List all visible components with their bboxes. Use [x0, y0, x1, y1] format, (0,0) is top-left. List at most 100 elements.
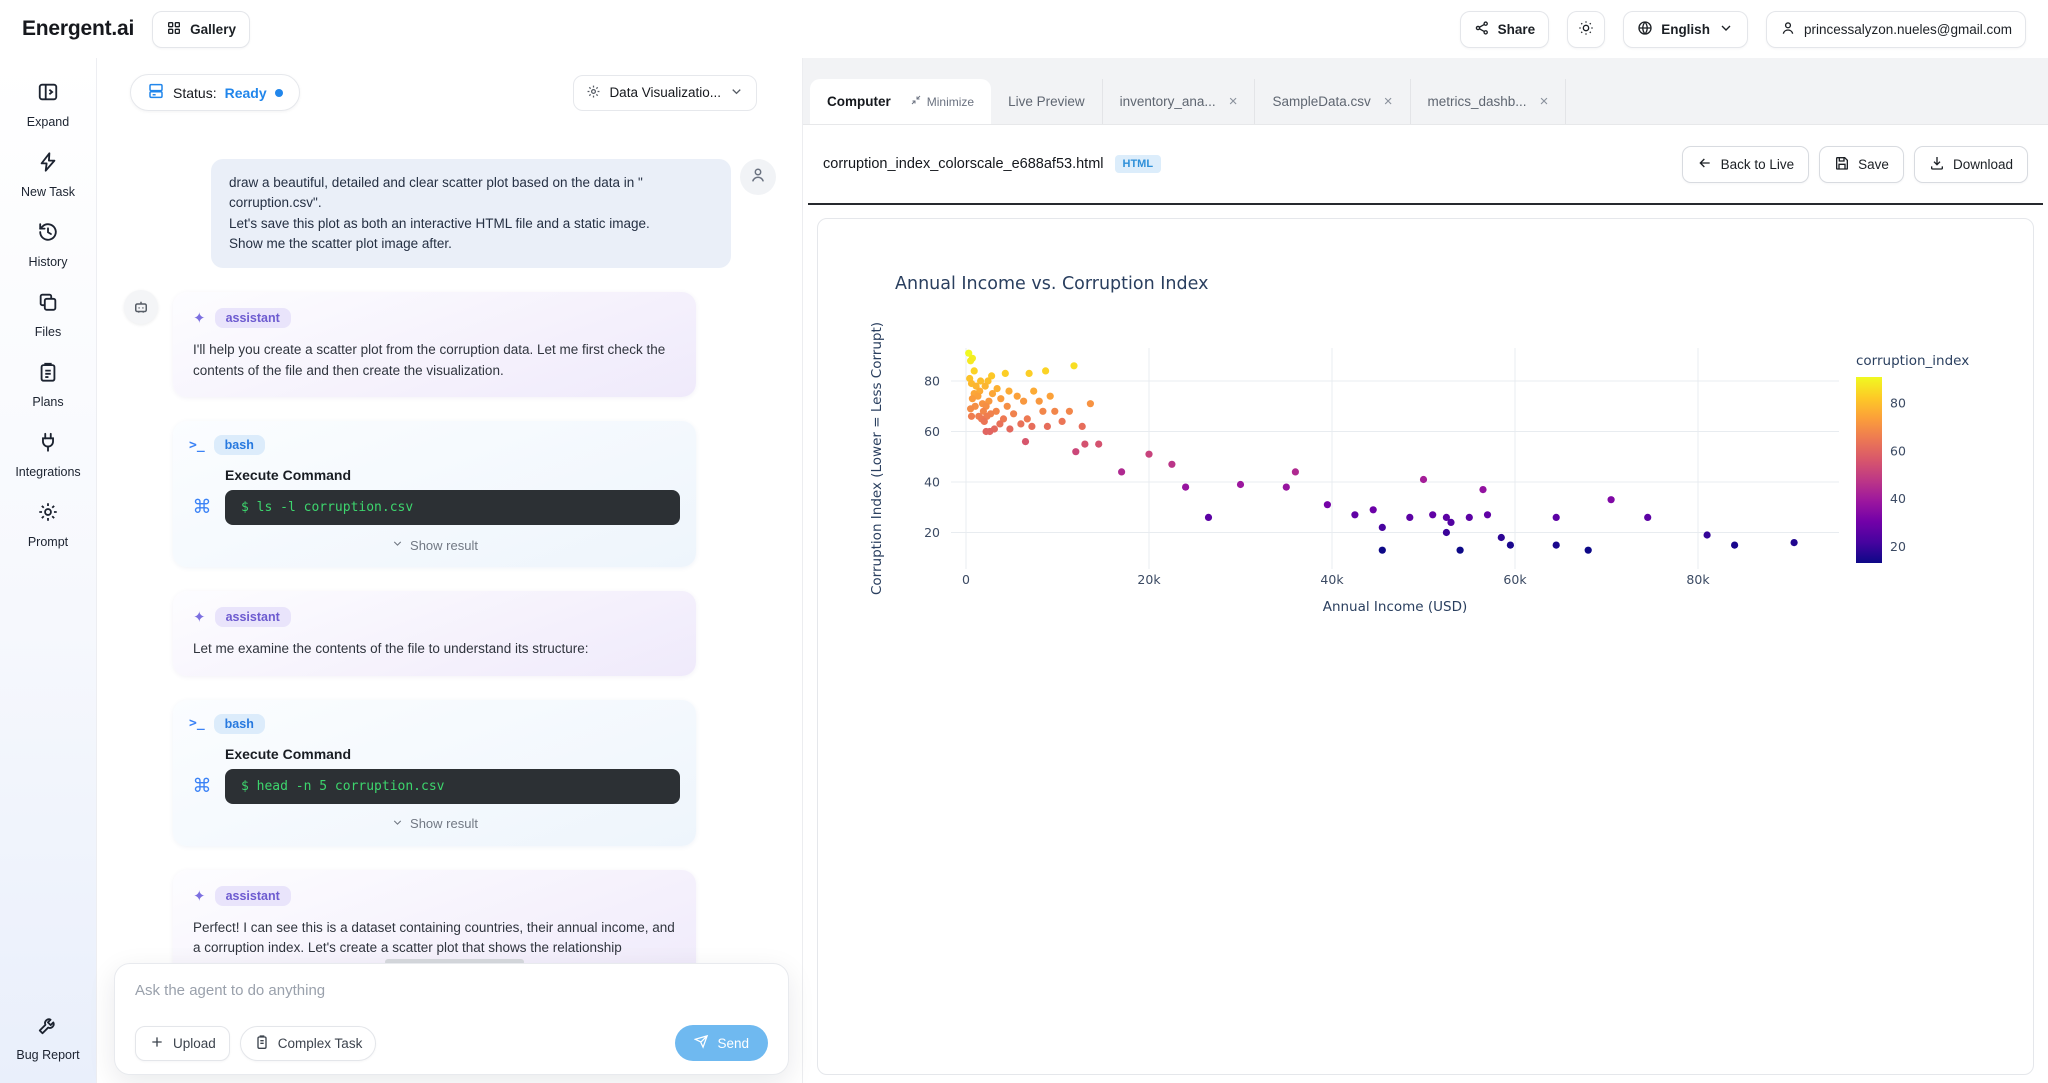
scatter-point[interactable] — [1118, 468, 1125, 475]
scatter-point[interactable] — [983, 428, 990, 435]
scatter-point[interactable] — [1024, 415, 1031, 422]
scatter-point[interactable] — [1002, 370, 1009, 377]
tab-sampledata-csv[interactable]: SampleData.csv× — [1255, 79, 1410, 124]
scatter-point[interactable] — [1020, 398, 1027, 405]
scatter-point[interactable] — [981, 418, 988, 425]
scatter-point[interactable] — [1324, 501, 1331, 508]
scatter-point[interactable] — [997, 395, 1004, 402]
scatter-point[interactable] — [1351, 511, 1358, 518]
gallery-button[interactable]: Gallery — [152, 11, 250, 48]
scatter-point[interactable] — [1059, 418, 1066, 425]
scatter-point[interactable] — [1484, 511, 1491, 518]
scatter-point[interactable] — [989, 390, 996, 397]
tab-metrics-dashb[interactable]: metrics_dashb...× — [1411, 79, 1567, 124]
scatter-point[interactable] — [1006, 425, 1013, 432]
prompt-input[interactable]: Ask the agent to do anything — [135, 982, 768, 999]
scatter-point[interactable] — [967, 405, 974, 412]
sidebar-item-integrations[interactable]: Integrations — [0, 420, 96, 490]
share-button[interactable]: Share — [1460, 11, 1550, 48]
scatter-point[interactable] — [1553, 542, 1560, 549]
scatter-point[interactable] — [1028, 423, 1035, 430]
send-button[interactable]: Send — [675, 1025, 768, 1061]
complex-task-button[interactable]: Complex Task — [240, 1026, 377, 1061]
agent-select-dropdown[interactable]: Data Visualizatio... — [573, 75, 757, 111]
scatter-point[interactable] — [1479, 486, 1486, 493]
download-button[interactable]: Download — [1914, 146, 2028, 183]
tab-computer[interactable]: ComputerMinimize — [810, 79, 991, 124]
scatter-point[interactable] — [1608, 496, 1615, 503]
scatter-point[interactable] — [1022, 438, 1029, 445]
scatter-point[interactable] — [1079, 423, 1086, 430]
scatter-point[interactable] — [1379, 524, 1386, 531]
tab-live-preview[interactable]: Live Preview — [991, 79, 1103, 124]
scatter-point[interactable] — [1791, 539, 1798, 546]
scatter-point[interactable] — [1010, 410, 1017, 417]
scatter-point[interactable] — [1047, 393, 1054, 400]
scatter-point[interactable] — [1030, 388, 1037, 395]
close-tab-icon[interactable]: × — [1229, 93, 1238, 110]
scatter-point[interactable] — [1406, 514, 1413, 521]
scatter-point[interactable] — [1370, 506, 1377, 513]
account-button[interactable]: princessalyzon.nueles@gmail.com — [1766, 11, 2026, 48]
scatter-point[interactable] — [1036, 398, 1043, 405]
scatter-point[interactable] — [1644, 514, 1651, 521]
scatter-point[interactable] — [1145, 451, 1152, 458]
scatter-point[interactable] — [1585, 547, 1592, 554]
scatter-point[interactable] — [1466, 514, 1473, 521]
sidebar-item-history[interactable]: History — [0, 210, 96, 280]
scatter-point[interactable] — [1553, 514, 1560, 521]
sidebar-item-new-task[interactable]: New Task — [0, 140, 96, 210]
scatter-point[interactable] — [1005, 388, 1012, 395]
sidebar-item-prompt[interactable]: Prompt — [0, 490, 96, 560]
scatter-point[interactable] — [1457, 547, 1464, 554]
scatter-point[interactable] — [1283, 484, 1290, 491]
scatter-point[interactable] — [1095, 441, 1102, 448]
scatter-point[interactable] — [982, 383, 989, 390]
scatter-point[interactable] — [968, 413, 975, 420]
scatter-point[interactable] — [1507, 542, 1514, 549]
scatter-point[interactable] — [1026, 370, 1033, 377]
sidebar-item-expand[interactable]: Expand — [0, 70, 96, 140]
scatter-point[interactable] — [1168, 461, 1175, 468]
scatter-point[interactable] — [1066, 408, 1073, 415]
scatter-point[interactable] — [1042, 367, 1049, 374]
scatter-point[interactable] — [1420, 476, 1427, 483]
scatter-point[interactable] — [1292, 468, 1299, 475]
scatter-plot[interactable]: 020k40k60k80k20406080Annual Income vs. C… — [818, 219, 2028, 649]
save-button[interactable]: Save — [1819, 146, 1904, 183]
show-result-toggle[interactable]: Show result — [189, 537, 680, 557]
scatter-point[interactable] — [1004, 403, 1011, 410]
tab-inventory-ana[interactable]: inventory_ana...× — [1103, 79, 1256, 124]
scatter-point[interactable] — [1237, 481, 1244, 488]
back-to-live-button[interactable]: Back to Live — [1682, 146, 1810, 183]
scatter-point[interactable] — [1072, 448, 1079, 455]
scatter-point[interactable] — [1498, 534, 1505, 541]
scatter-point[interactable] — [967, 357, 974, 364]
theme-toggle-button[interactable] — [1567, 11, 1605, 48]
upload-button[interactable]: Upload — [135, 1026, 230, 1061]
scatter-point[interactable] — [1039, 408, 1046, 415]
close-tab-icon[interactable]: × — [1384, 93, 1393, 110]
scatter-point[interactable] — [1443, 529, 1450, 536]
show-result-toggle[interactable]: Show result — [189, 816, 680, 836]
scatter-point[interactable] — [1704, 531, 1711, 538]
scatter-point[interactable] — [1182, 484, 1189, 491]
scatter-point[interactable] — [1014, 393, 1021, 400]
scatter-point[interactable] — [1379, 547, 1386, 554]
scatter-point[interactable] — [1447, 519, 1454, 526]
scatter-point[interactable] — [1731, 542, 1738, 549]
scatter-point[interactable] — [1051, 408, 1058, 415]
sidebar-item-files[interactable]: Files — [0, 280, 96, 350]
sidebar-item-bug-report[interactable]: Bug Report — [0, 1003, 96, 1073]
scatter-point[interactable] — [1081, 441, 1088, 448]
close-tab-icon[interactable]: × — [1540, 93, 1549, 110]
sidebar-item-plans[interactable]: Plans — [0, 350, 96, 420]
language-select[interactable]: English — [1623, 11, 1748, 48]
minimize-button[interactable]: Minimize — [910, 94, 974, 109]
scatter-point[interactable] — [971, 367, 978, 374]
scatter-point[interactable] — [1205, 514, 1212, 521]
message-list[interactable]: draw a beautiful, detailed and clear sca… — [97, 111, 802, 1083]
scatter-point[interactable] — [1070, 362, 1077, 369]
scatter-point[interactable] — [1429, 511, 1436, 518]
scatter-point[interactable] — [1087, 400, 1094, 407]
